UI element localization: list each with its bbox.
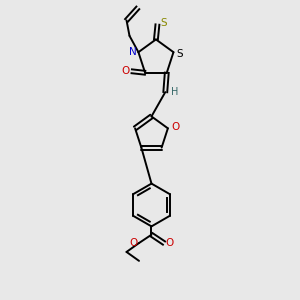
Text: S: S bbox=[161, 18, 167, 28]
Text: O: O bbox=[122, 66, 130, 76]
Text: S: S bbox=[177, 49, 183, 59]
Text: H: H bbox=[171, 87, 178, 97]
Text: N: N bbox=[129, 46, 137, 57]
Text: O: O bbox=[171, 122, 179, 132]
Text: O: O bbox=[166, 238, 174, 248]
Text: O: O bbox=[129, 238, 137, 248]
